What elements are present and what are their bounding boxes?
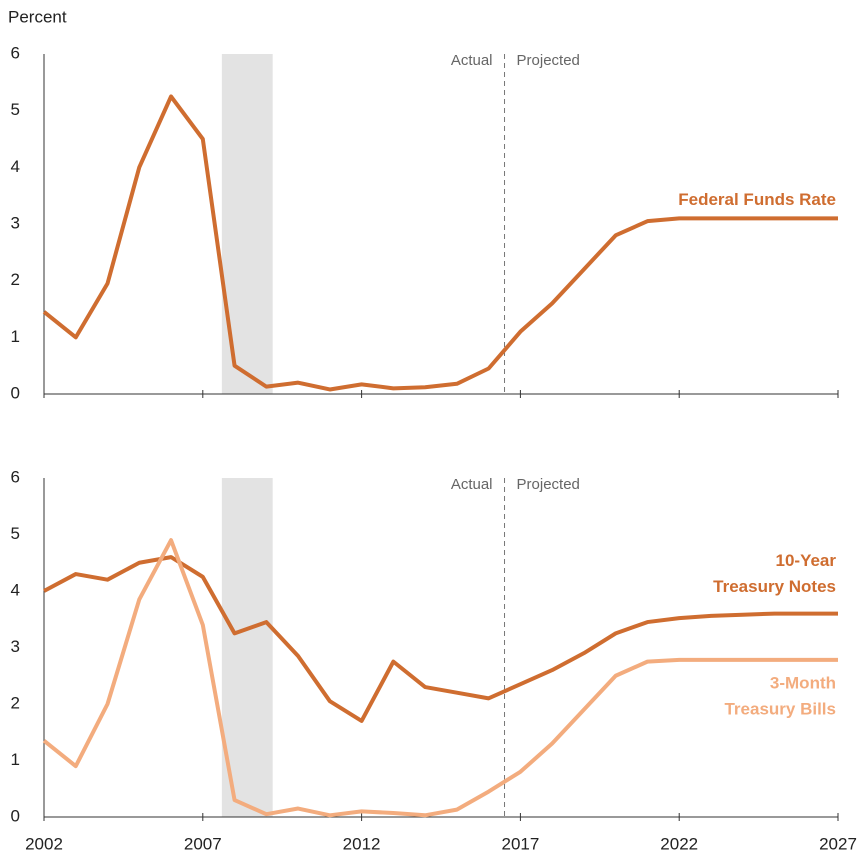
- x-tick-label: 2012: [343, 834, 381, 853]
- actual-label: Actual: [451, 476, 493, 493]
- x-tick-label: 2002: [25, 834, 63, 853]
- series-line: [42, 538, 838, 818]
- y-tick-label: 0: [11, 383, 20, 402]
- recession-shade: [221, 478, 273, 817]
- series-label: 10-Year: [776, 551, 837, 570]
- x-tick-label: 2027: [819, 834, 857, 853]
- x-tick-label: 2007: [184, 834, 222, 853]
- series-line: [43, 555, 838, 723]
- series-line: [42, 94, 838, 392]
- y-tick-label: 4: [11, 580, 20, 599]
- y-tick-label: 4: [11, 157, 20, 176]
- y-tick-label: 6: [11, 43, 20, 62]
- series-label: Treasury Bills: [724, 699, 836, 718]
- series-label: Federal Funds Rate: [678, 190, 836, 209]
- actual-label: Actual: [451, 52, 493, 69]
- projected-label: Projected: [517, 52, 580, 69]
- x-tick-label: 2017: [501, 834, 539, 853]
- y-tick-label: 3: [11, 637, 20, 656]
- y-tick-label: 2: [11, 270, 20, 289]
- y-tick-label: 5: [11, 524, 20, 543]
- y-tick-label: 0: [11, 806, 20, 825]
- projected-label: Projected: [517, 476, 580, 493]
- y-tick-label: 6: [11, 467, 20, 486]
- y-tick-label: 5: [11, 100, 20, 119]
- x-tick-label: 2022: [660, 834, 698, 853]
- y-tick-label: 1: [11, 327, 20, 346]
- y-tick-label: 2: [11, 693, 20, 712]
- y-axis-label: Percent: [8, 7, 67, 26]
- y-tick-label: 1: [11, 750, 20, 769]
- y-tick-label: 3: [11, 213, 20, 232]
- series-label: 3-Month: [770, 673, 836, 692]
- series-label: Treasury Notes: [713, 577, 836, 596]
